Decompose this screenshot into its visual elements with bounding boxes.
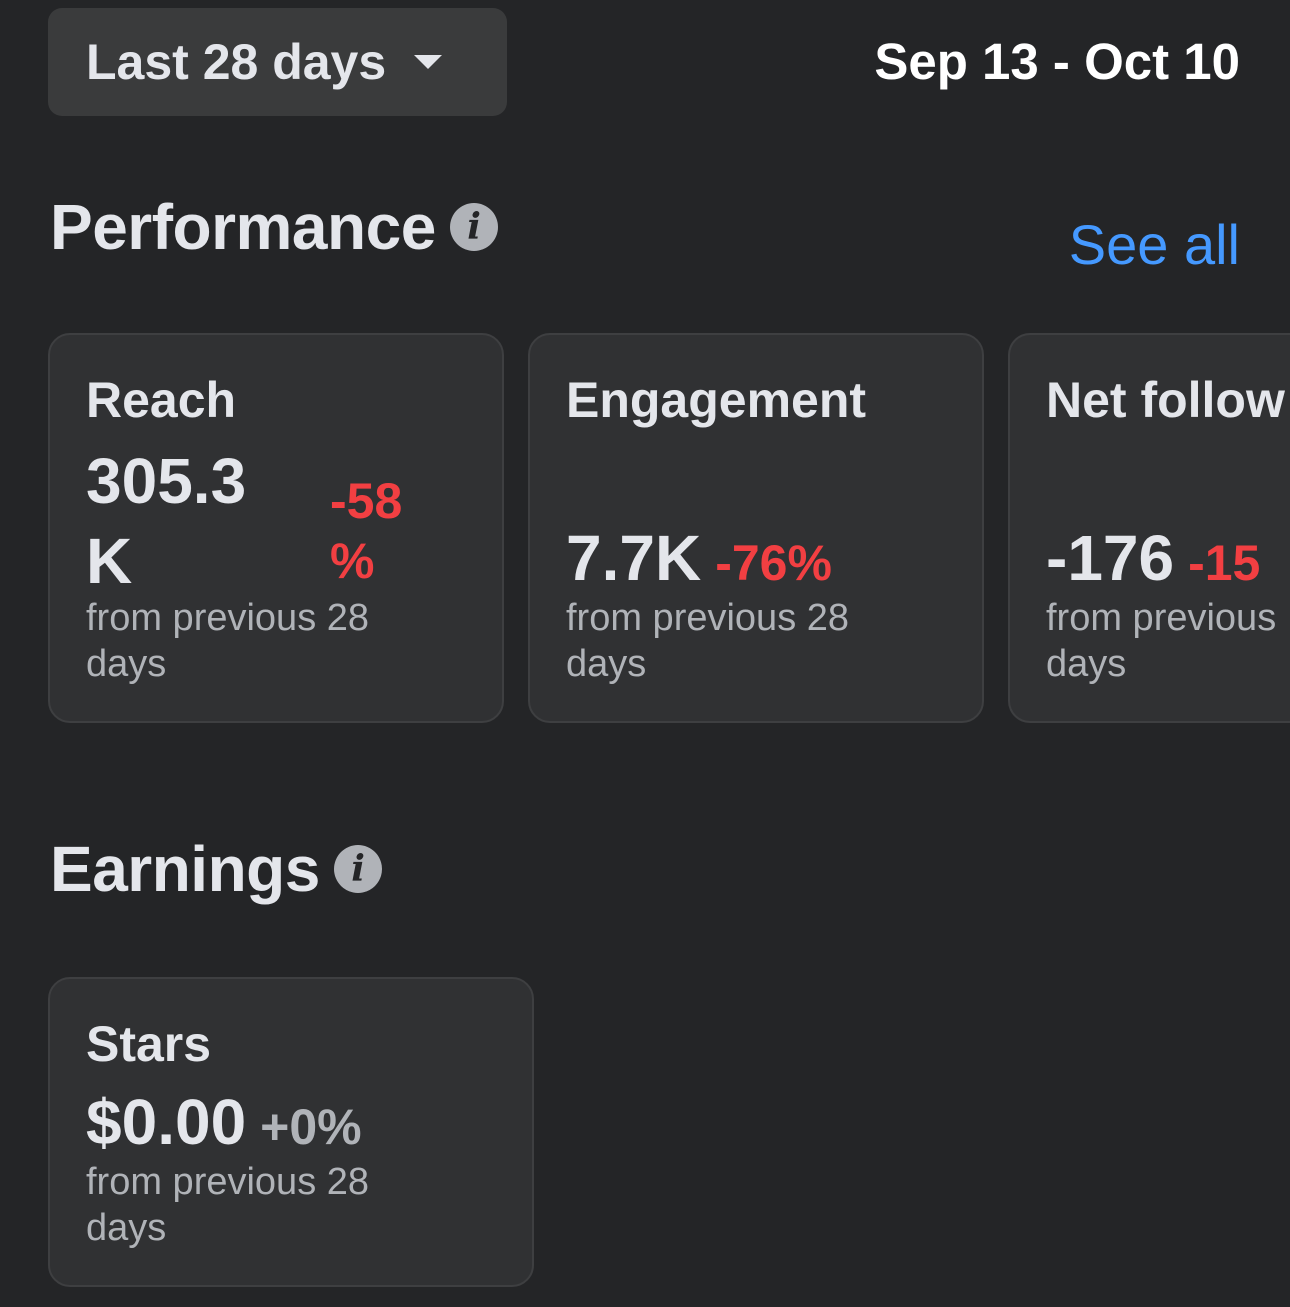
card-subtext-line: days — [1046, 643, 1127, 685]
card-value: $0.00 — [86, 1086, 247, 1158]
date-range-text: Sep 13 - Oct 10 — [874, 33, 1240, 90]
card-subtext-line: days — [86, 643, 167, 685]
card-change: -15 — [1188, 535, 1261, 591]
reach-card[interactable]: Reach 305.3 K -58 % from previous 28 day… — [48, 333, 504, 723]
card-change-line: -58 — [330, 473, 403, 529]
info-icon[interactable]: i — [333, 845, 382, 893]
card-subtext-line: from previous 28 — [86, 1161, 370, 1203]
card-subtext: from previous 28 days — [566, 595, 849, 687]
card-subtext-line: from previous 28 — [86, 597, 370, 639]
card-change: -76% — [715, 535, 832, 591]
performance-title: Performance — [50, 191, 436, 263]
card-title: Reach — [86, 372, 237, 428]
caret-down-icon — [414, 55, 443, 69]
card-value: -176 — [1046, 522, 1175, 594]
card-value-row: $0.00 +0% — [86, 1085, 362, 1159]
card-value-row: 7.7K -76% — [566, 521, 832, 595]
card-value-row: -176 -15 — [1046, 521, 1260, 595]
date-range-dropdown[interactable]: Last 28 days — [48, 8, 507, 116]
net-follows-card[interactable]: Net follow -176 -15 from previous days — [1008, 333, 1290, 723]
earnings-heading: Earnings i — [50, 832, 382, 906]
engagement-card[interactable]: Engagement 7.7K -76% from previous 28 da… — [528, 333, 984, 723]
card-subtext-line: from previous — [1046, 597, 1277, 639]
card-subtext-line: days — [86, 1207, 167, 1249]
card-value: 305.3 K — [86, 441, 246, 601]
card-subtext: from previous 28 days — [86, 595, 369, 687]
card-title: Engagement — [566, 372, 867, 428]
card-subtext: from previous days — [1046, 595, 1276, 687]
card-change: +0% — [260, 1099, 362, 1155]
card-value-line: 305.3 — [86, 445, 247, 517]
card-subtext-line: from previous 28 — [566, 597, 850, 639]
earnings-title: Earnings — [50, 833, 320, 905]
info-icon[interactable]: i — [449, 203, 498, 251]
performance-heading: Performance i — [50, 190, 498, 264]
card-value: 7.7K — [566, 522, 702, 594]
card-value-line: K — [86, 525, 133, 597]
card-title: Stars — [86, 1016, 212, 1072]
card-subtext: from previous 28 days — [86, 1159, 369, 1251]
see-all-link[interactable]: See all — [1068, 213, 1240, 276]
card-change: -58 % — [330, 471, 402, 591]
card-title: Net follow — [1046, 372, 1285, 428]
stars-card[interactable]: Stars $0.00 +0% from previous 28 days — [48, 977, 534, 1287]
date-range-dropdown-label: Last 28 days — [86, 34, 387, 90]
card-subtext-line: days — [566, 643, 647, 685]
card-change-line: % — [330, 533, 375, 589]
